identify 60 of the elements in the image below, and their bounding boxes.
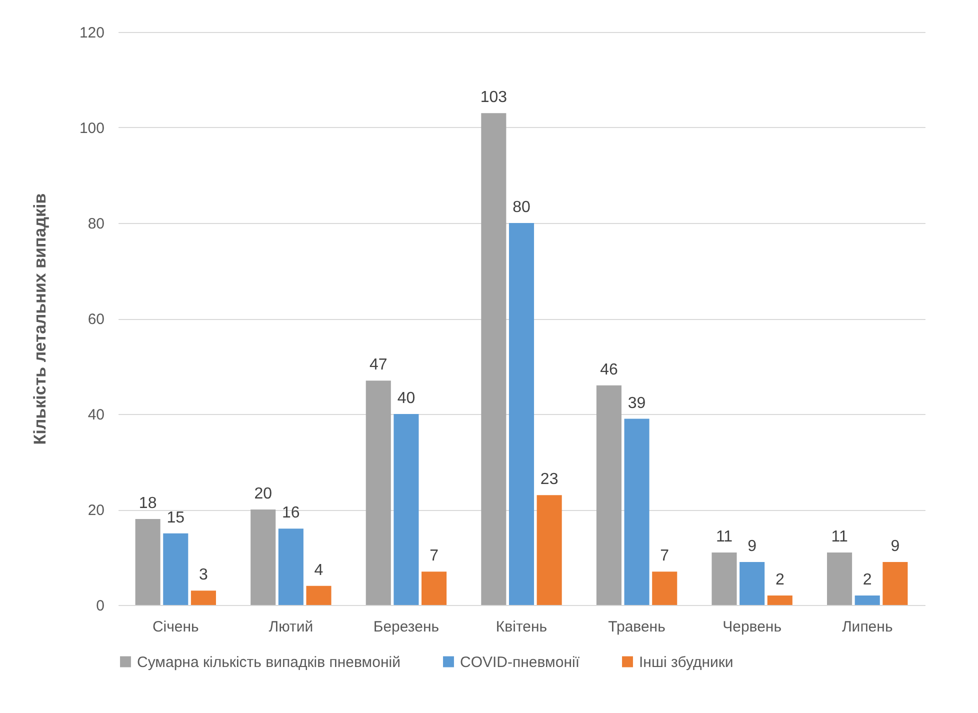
bar — [882, 562, 908, 605]
legend-label: Сумарна кількість випадків пневмоній — [137, 654, 400, 671]
bar — [163, 533, 188, 605]
legend-label: Інші збудники — [639, 654, 734, 671]
y-tick-label: 120 — [79, 24, 104, 42]
data-label: 39 — [628, 394, 646, 412]
bar — [422, 572, 447, 605]
data-label: 40 — [397, 390, 416, 407]
bar — [652, 572, 678, 605]
y-tick-label: 100 — [79, 120, 104, 137]
data-label: 3 — [199, 566, 208, 584]
x-tick-label: Травень — [608, 618, 666, 636]
bar — [366, 380, 391, 605]
data-label: 9 — [748, 538, 757, 556]
bar — [854, 595, 880, 605]
data-label: 46 — [600, 361, 618, 378]
bar — [827, 552, 852, 605]
y-tick-label: 40 — [88, 406, 104, 424]
x-tick-label: Лютий — [268, 618, 314, 636]
data-label: 9 — [890, 538, 900, 556]
data-label: 11 — [831, 528, 848, 546]
data-label: 16 — [282, 504, 300, 522]
y-tick-label: 20 — [88, 502, 104, 519]
bar — [394, 414, 419, 605]
data-label: 80 — [512, 199, 530, 216]
data-label: 23 — [540, 471, 558, 488]
bar — [740, 562, 765, 605]
bar — [190, 590, 216, 605]
data-label: 18 — [138, 495, 157, 512]
bar — [250, 510, 276, 605]
x-tick-label: Червень — [722, 618, 782, 636]
bar — [306, 586, 332, 605]
legend-label: COVID-пневмонії — [460, 654, 580, 671]
bar — [596, 385, 622, 605]
data-label: 103 — [480, 89, 508, 106]
data-label: 15 — [166, 509, 185, 526]
x-tick-label: Січень — [152, 618, 200, 636]
bar — [712, 552, 737, 605]
data-label: 20 — [254, 486, 272, 502]
data-label: 47 — [369, 356, 388, 374]
bar — [278, 528, 304, 605]
bar — [135, 519, 160, 605]
data-label: 7 — [660, 548, 670, 565]
bar — [508, 223, 534, 605]
bar — [536, 495, 562, 605]
data-label: 7 — [430, 548, 439, 565]
bar — [481, 113, 506, 605]
x-tick-label: Березень — [373, 618, 440, 636]
data-label: 2 — [862, 571, 872, 588]
x-tick-label: Квітень — [496, 618, 548, 636]
bar — [624, 418, 650, 605]
y-tick-label: 0 — [96, 598, 104, 614]
bar — [767, 595, 792, 605]
y-tick-label: 80 — [88, 216, 104, 232]
x-tick-label: Липень — [842, 618, 893, 636]
y-tick-label: 60 — [88, 311, 104, 328]
y-axis-title: Кількість летальних випадків — [30, 193, 50, 445]
data-label: 2 — [775, 571, 784, 588]
data-label: 4 — [314, 562, 324, 579]
data-label: 11 — [716, 528, 733, 546]
